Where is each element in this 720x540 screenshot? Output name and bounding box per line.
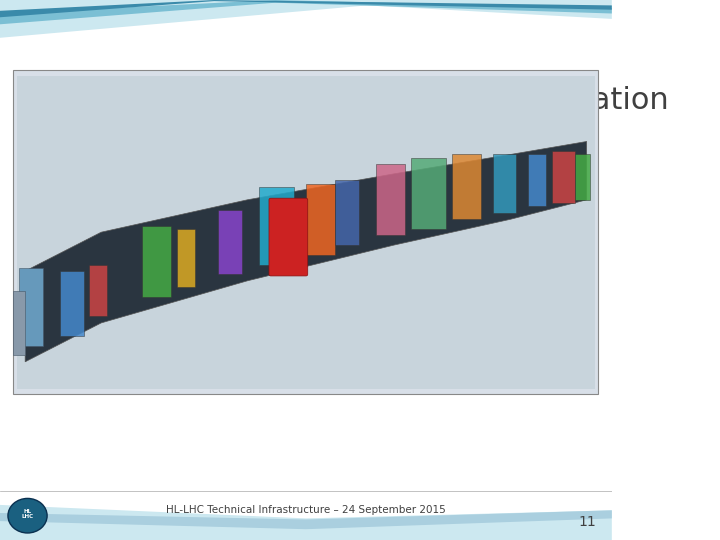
Text: 11: 11 xyxy=(579,515,596,529)
FancyBboxPatch shape xyxy=(452,154,482,219)
Polygon shape xyxy=(25,141,587,362)
FancyBboxPatch shape xyxy=(177,229,195,287)
FancyBboxPatch shape xyxy=(19,268,42,346)
Circle shape xyxy=(8,498,47,533)
FancyBboxPatch shape xyxy=(335,180,359,245)
FancyBboxPatch shape xyxy=(575,154,590,200)
FancyBboxPatch shape xyxy=(60,271,84,336)
Text: HL
LHC: HL LHC xyxy=(22,509,34,519)
Polygon shape xyxy=(0,0,612,17)
FancyBboxPatch shape xyxy=(14,291,25,355)
FancyBboxPatch shape xyxy=(269,198,307,276)
FancyBboxPatch shape xyxy=(142,226,171,297)
Polygon shape xyxy=(0,505,612,540)
Polygon shape xyxy=(0,510,612,529)
Text: Layout of the UR gallery.: Layout of the UR gallery. xyxy=(26,130,197,144)
FancyBboxPatch shape xyxy=(493,154,516,213)
Text: HL-LHC Technical Infrastructure – 24 September 2015: HL-LHC Technical Infrastructure – 24 Sep… xyxy=(166,505,446,515)
FancyBboxPatch shape xyxy=(376,164,405,235)
FancyBboxPatch shape xyxy=(411,158,446,229)
Polygon shape xyxy=(0,0,612,24)
FancyBboxPatch shape xyxy=(259,187,294,265)
FancyBboxPatch shape xyxy=(89,265,107,316)
FancyBboxPatch shape xyxy=(306,184,335,255)
Polygon shape xyxy=(0,0,612,38)
FancyBboxPatch shape xyxy=(552,151,575,203)
FancyBboxPatch shape xyxy=(17,76,595,389)
FancyBboxPatch shape xyxy=(528,154,546,206)
FancyBboxPatch shape xyxy=(14,70,598,394)
Text: Power converter  underground integration: Power converter underground integration xyxy=(26,86,668,116)
FancyBboxPatch shape xyxy=(218,210,242,274)
